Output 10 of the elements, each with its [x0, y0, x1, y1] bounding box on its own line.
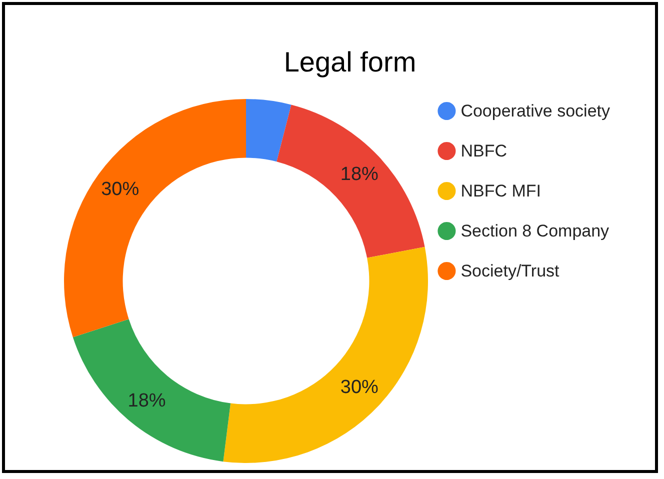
data-label: 18% — [340, 164, 379, 185]
legend-label: NBFC MFI — [460, 182, 541, 200]
legend-label: Section 8 Company — [460, 222, 610, 240]
legend-label: Cooperative society — [460, 102, 610, 120]
data-label: 18% — [128, 390, 166, 412]
data-label: 30% — [101, 179, 140, 200]
legend-label: Society/Trust — [460, 262, 560, 280]
data-label: 30% — [340, 377, 379, 398]
legend-label: NBFC — [460, 142, 507, 160]
chart-title: Legal form — [284, 46, 416, 78]
